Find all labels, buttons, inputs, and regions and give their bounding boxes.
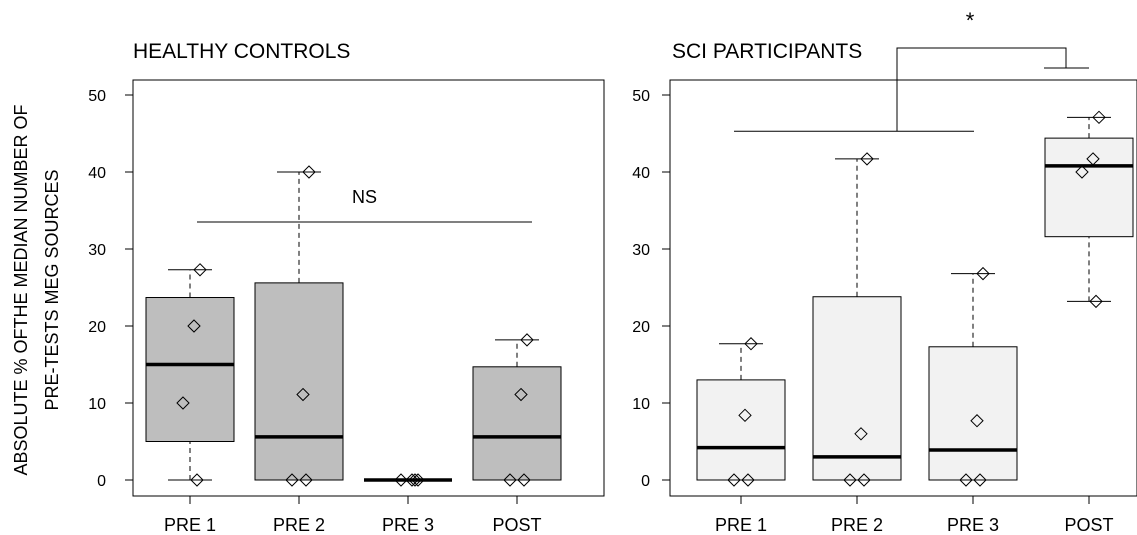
box — [928, 346, 1018, 481]
data-point — [296, 387, 310, 402]
y-tick-label: 50 — [88, 88, 106, 105]
y-tick-label: 0 — [641, 473, 650, 490]
box — [1044, 137, 1134, 238]
data-point — [285, 473, 299, 487]
x-tick-label: POST — [492, 515, 541, 535]
data-point — [741, 473, 755, 487]
plot-frame — [669, 79, 1137, 497]
x-tick-label: PRE 2 — [831, 515, 883, 535]
data-point — [405, 473, 419, 487]
data-point — [843, 473, 857, 487]
y-tick-label: 10 — [632, 396, 650, 413]
y-tick-label: 20 — [88, 319, 106, 336]
data-point — [411, 473, 425, 487]
y-tick-label: 30 — [88, 242, 106, 259]
y-tick-label: 50 — [632, 88, 650, 105]
data-point — [514, 387, 528, 402]
data-point — [727, 473, 741, 487]
box — [812, 296, 902, 481]
x-tick-label: PRE 1 — [164, 515, 216, 535]
data-point — [302, 165, 316, 179]
data-point — [738, 408, 752, 423]
data-point — [970, 414, 984, 428]
x-tick-label: POST — [1064, 515, 1113, 535]
data-point — [190, 473, 204, 487]
data-point — [408, 473, 422, 487]
plot-frame — [132, 79, 605, 497]
data-point — [744, 337, 758, 351]
data-point — [854, 427, 868, 441]
healthy-controls-panel: HEALTHY CONTROLS 0 10 20 30 40 50 PRE 1 PRE 2 PRE… — [88, 40, 605, 535]
y-tick-label: 30 — [632, 242, 650, 259]
box — [472, 366, 562, 481]
box — [145, 297, 235, 443]
x-tick-label: PRE 1 — [715, 515, 767, 535]
data-point — [299, 473, 313, 487]
data-point — [1086, 152, 1100, 166]
significance-star: * — [966, 8, 975, 33]
significance-bracket — [896, 47, 1067, 132]
y-tick-label: 10 — [88, 396, 106, 413]
data-point — [1089, 294, 1103, 309]
y-tick-label: 20 — [632, 319, 650, 336]
data-point — [1075, 165, 1089, 179]
data-point — [187, 319, 201, 333]
data-point — [520, 333, 534, 347]
box — [254, 282, 344, 481]
panel-title: HEALTHY CONTROLS — [133, 40, 350, 63]
data-point — [959, 473, 973, 487]
y-axis-label-line1: ABSOLUTE % OFTHE MEDIAN NUMBER OF — [11, 104, 31, 475]
y-tick-label: 0 — [97, 473, 106, 490]
y-tick-label: 40 — [88, 165, 106, 182]
data-point — [517, 473, 531, 487]
data-point — [193, 263, 207, 277]
x-tick-label: PRE 2 — [273, 515, 325, 535]
x-tick-label: PRE 3 — [947, 515, 999, 535]
data-point — [503, 473, 517, 487]
y-tick-label: 40 — [632, 165, 650, 182]
ns-label: NS — [352, 187, 377, 207]
sci-participants-panel: SCI PARTICIPANTS 0 10 20 30 40 50 PRE 1 PRE 2 PRE… — [632, 8, 1137, 535]
data-point — [973, 473, 987, 487]
data-point — [394, 473, 408, 487]
data-point — [176, 396, 190, 410]
panel-title: SCI PARTICIPANTS — [672, 40, 862, 63]
y-axis-label-line2: PRE-TESTS MEG SOURCES — [42, 169, 62, 410]
data-point — [1092, 110, 1106, 125]
box — [696, 379, 786, 481]
data-point — [976, 266, 990, 281]
x-tick-label: PRE 3 — [382, 515, 434, 535]
data-point — [860, 152, 874, 166]
data-point — [857, 473, 871, 487]
